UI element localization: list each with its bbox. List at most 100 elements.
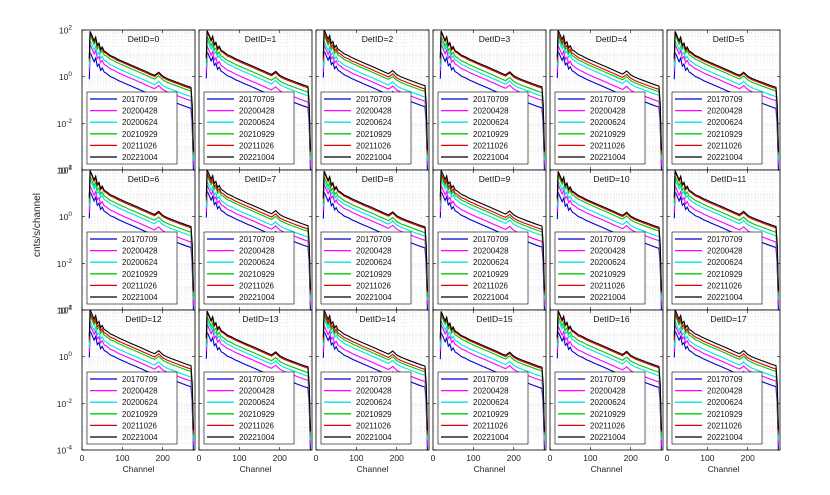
axes-frame [666,309,781,451]
axes-frame [315,309,430,451]
series-line [322,40,428,162]
series-line [322,191,428,310]
legend-label: 20200428 [707,107,743,116]
legend-label: 20221004 [707,153,743,162]
legend-label: 20170709 [122,375,158,384]
series-line [439,320,545,441]
series-line [322,176,428,297]
panel-title: DetID=14 [359,314,395,324]
series-line [88,324,194,446]
panel-title: DetID=10 [593,174,629,184]
legend-label: 20200624 [239,398,275,407]
legend-label: 20200428 [356,107,392,116]
series-line [556,30,662,151]
legend-label: 20211026 [356,141,392,150]
series-line [556,33,662,154]
legend-label: 20200428 [239,247,275,256]
series-line [556,311,662,432]
series-line [88,171,194,292]
series-line [205,170,311,290]
series-line [88,34,194,156]
legend-box [554,231,646,305]
series-lines [556,310,662,450]
legend-label: 20221004 [473,153,509,162]
x-tick-label: 200 [390,453,404,463]
legend: 20170709 20200428 20200624 20210929 20211026… [554,231,646,305]
legend-box [320,231,412,305]
legend-label: 20221004 [356,153,392,162]
legend-label: 20170709 [473,375,509,384]
series-line [556,319,662,440]
series-lines [322,170,428,310]
legend-label: 20200624 [473,258,509,267]
panel-title: DetID=16 [593,314,629,324]
series-line [673,170,779,291]
legend-label: 20200624 [707,118,743,127]
series-line [322,319,428,440]
legend-label: 20211026 [707,141,743,150]
legend-box [437,231,529,305]
legend-label: 20200624 [473,118,509,127]
series-line [205,180,311,302]
series-line [556,39,662,160]
y-tick-label: 102 [59,25,72,36]
legend-label: 20200624 [707,258,743,267]
legend-label: 20200624 [122,118,158,127]
legend-label: 20200428 [122,107,158,116]
x-tick-label: 200 [507,453,521,463]
series-lines [439,170,545,310]
series-line [439,173,545,294]
legend-label: 20200428 [122,387,158,396]
axes-frame [432,309,547,451]
series-line [439,314,545,436]
legend-label: 20170709 [122,95,158,104]
series-lines [205,30,311,170]
series-line [556,316,662,437]
legend-label: 20200428 [239,107,275,116]
legend-label: 20170709 [356,235,392,244]
panel-title: DetID=0 [128,34,160,44]
series-line [88,40,194,161]
x-axis-label: Channel [123,464,155,474]
x-tick-label: 200 [273,453,287,463]
legend-label: 20221004 [122,153,158,162]
legend-label: 20210929 [122,130,158,139]
legend-label: 20210929 [122,410,158,419]
legend: 20170709 20200428 20200624 20210929 20211026… [671,91,763,165]
series-line [322,32,428,154]
x-axis-label: Channel [357,464,389,474]
series-lines [673,170,779,310]
series-line [322,35,428,156]
legend-box [437,371,529,445]
series-line [673,179,779,300]
series-line [673,32,779,153]
series-lines [556,30,662,170]
legend-label: 20200624 [356,118,392,127]
series-line [673,176,779,297]
series-line [205,36,311,157]
x-tick-label: 200 [741,453,755,463]
legend-label: 20200624 [590,398,626,407]
legend: 20170709 20200428 20200624 20210929 20211026… [86,231,178,305]
series-line [205,190,311,310]
legend-label: 20221004 [590,153,626,162]
legend-label: 20221004 [707,433,743,442]
legend-label: 20200428 [707,387,743,396]
legend-label: 20210929 [239,410,275,419]
legend-label: 20221004 [122,293,158,302]
legend: 20170709 20200428 20200624 20210929 20211026… [86,371,178,445]
legend-label: 20221004 [707,293,743,302]
legend: 20170709 20200428 20200624 20210929 20211026… [437,91,529,165]
legend-label: 20200428 [707,247,743,256]
legend-label: 20200624 [239,258,275,267]
series-line [673,310,779,430]
panel-title: DetID=6 [128,174,160,184]
series-line [439,36,545,157]
series-line [673,330,779,450]
panel-title: DetID=3 [479,34,511,44]
panel: DetID=10 20170709 20200428 20200624 20210929… [549,169,664,311]
legend-box [671,91,763,165]
panel: DetID=8201707092020042820200624202109292… [315,169,430,311]
series-line [88,32,194,153]
legend-label: 20211026 [356,421,392,430]
